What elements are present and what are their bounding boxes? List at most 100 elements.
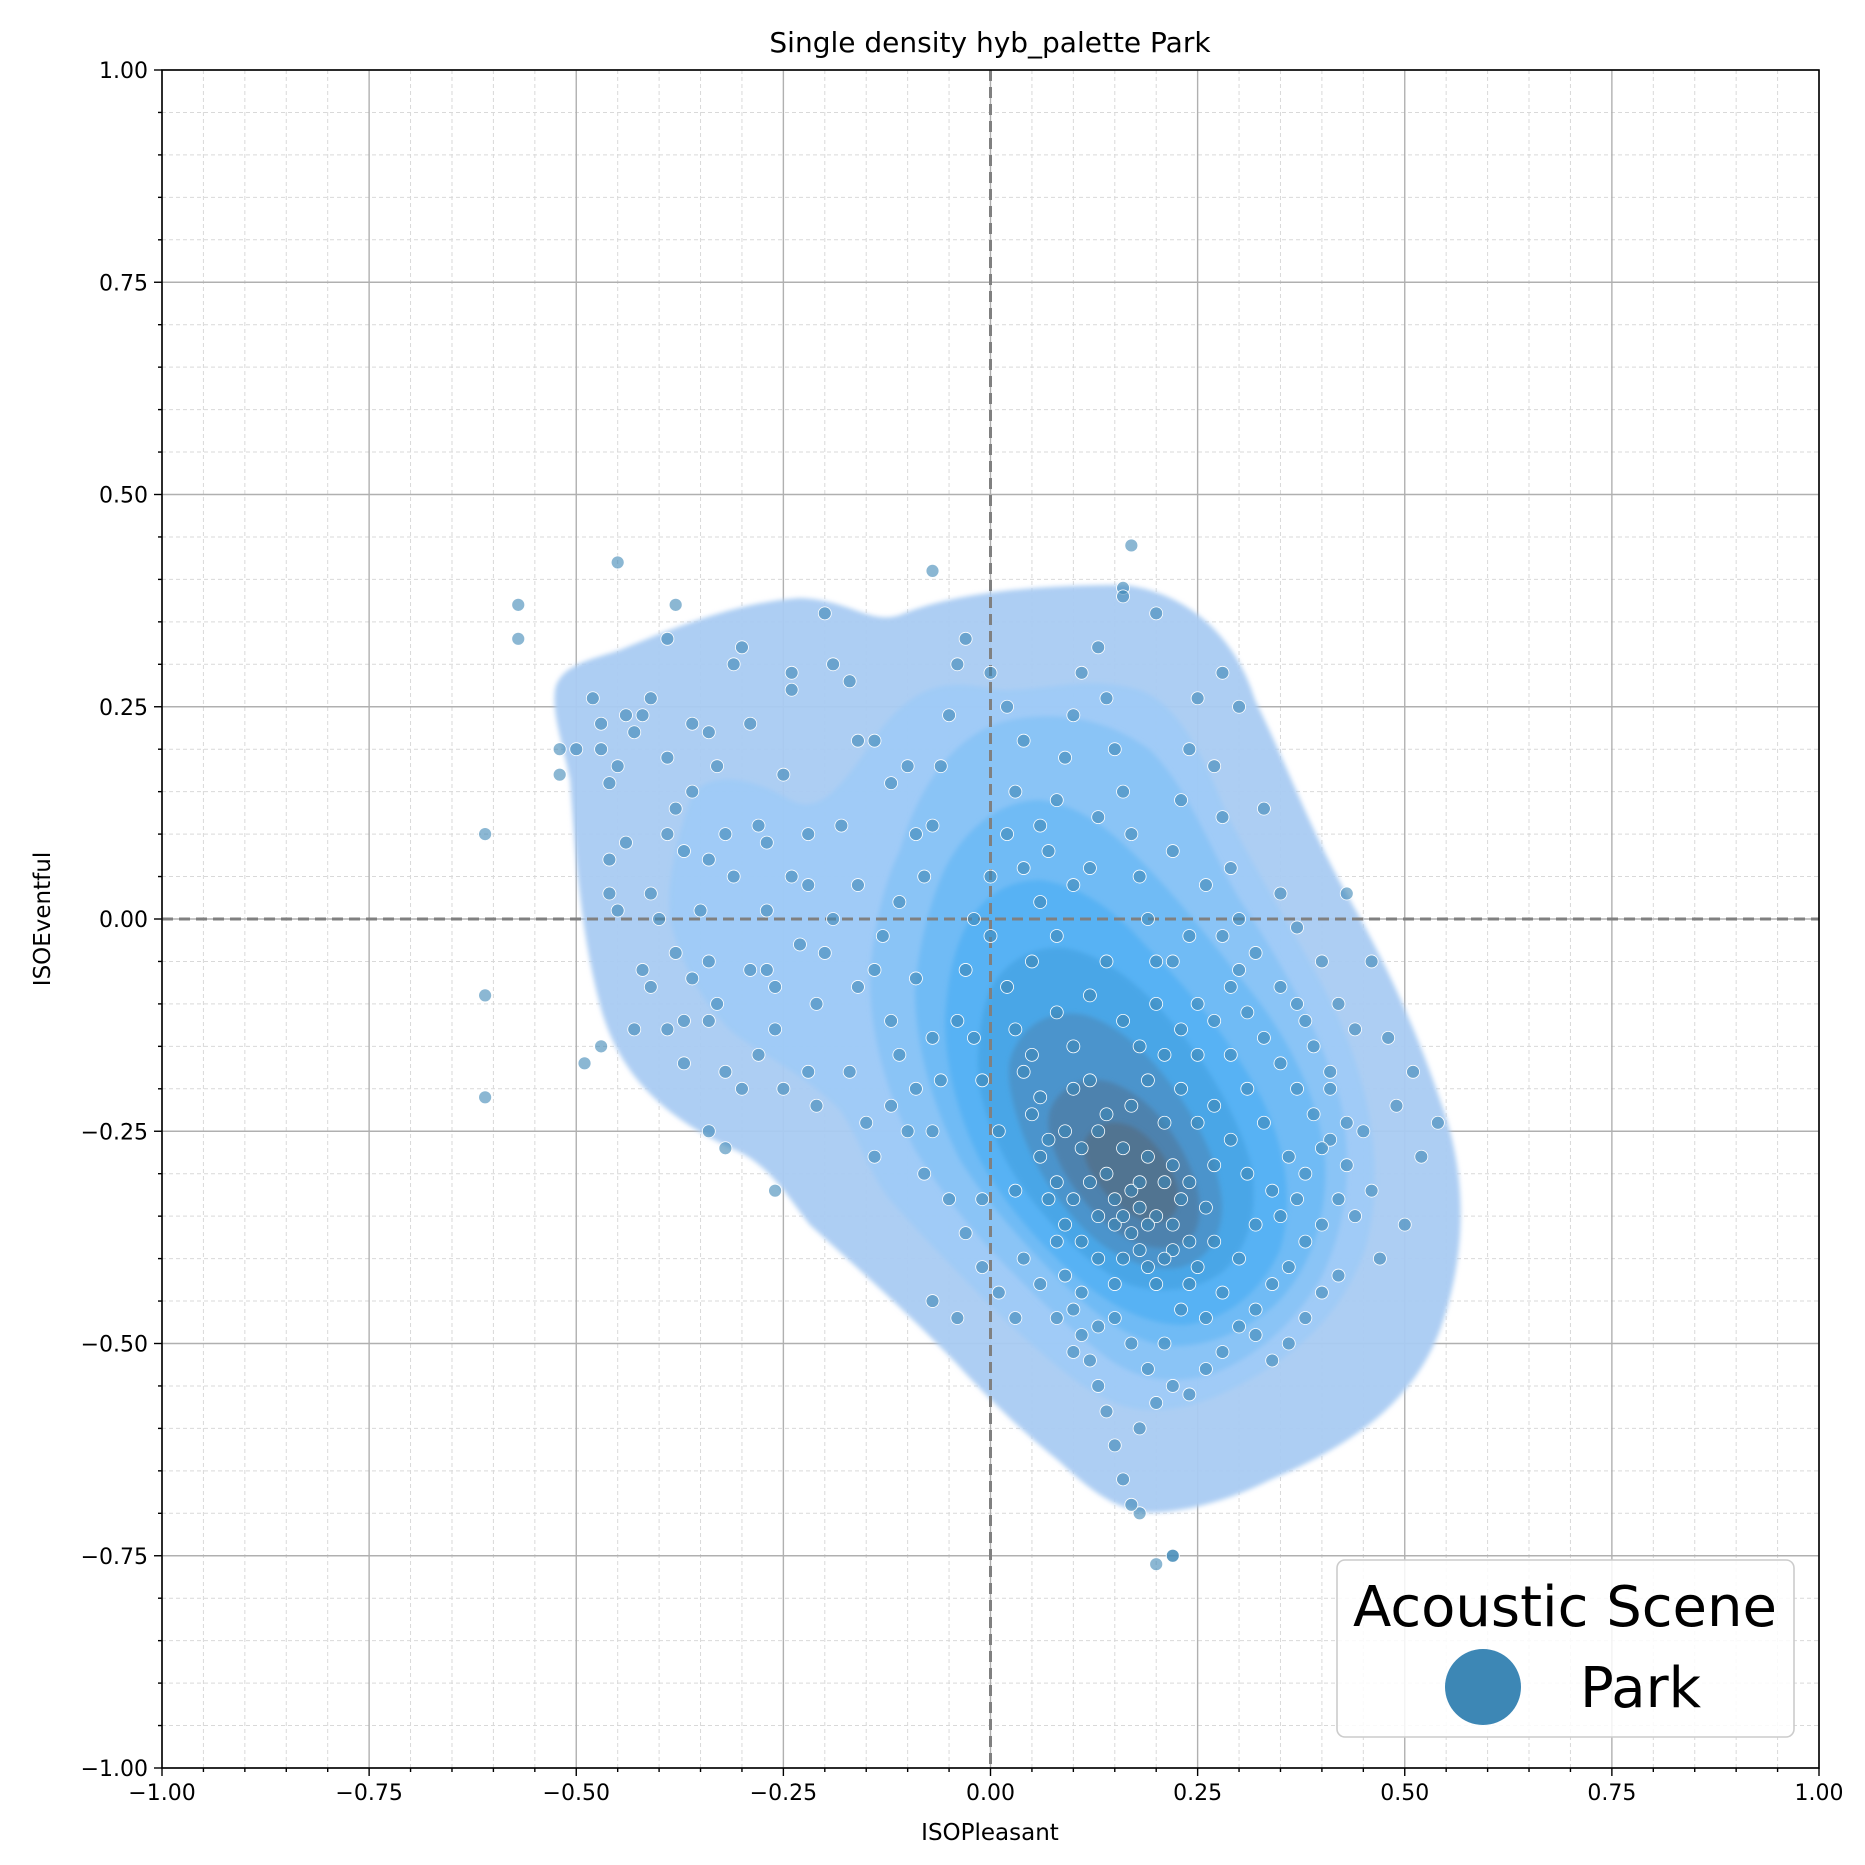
scatter-point bbox=[759, 903, 774, 918]
scatter-point bbox=[1215, 810, 1230, 825]
scatter-point bbox=[925, 1294, 940, 1308]
scatter-point bbox=[1414, 1149, 1429, 1164]
scatter-point bbox=[958, 1226, 973, 1241]
scatter-point bbox=[975, 1192, 990, 1207]
scatter-point bbox=[1132, 1421, 1147, 1436]
scatter-point bbox=[1091, 1124, 1106, 1139]
scatter-point bbox=[1190, 691, 1205, 706]
scatter-point bbox=[1016, 733, 1031, 748]
scatter-point bbox=[1091, 1379, 1106, 1393]
scatter-point bbox=[478, 827, 493, 841]
scatter-point bbox=[743, 963, 758, 977]
scatter-point bbox=[718, 1064, 733, 1079]
scatter-point bbox=[834, 818, 849, 833]
x-tick-label: −0.25 bbox=[750, 1781, 817, 1806]
scatter-point bbox=[1074, 1141, 1089, 1156]
scatter-point bbox=[1348, 1022, 1362, 1037]
scatter-point bbox=[643, 886, 658, 901]
scatter-point bbox=[925, 818, 940, 833]
scatter-point bbox=[784, 682, 799, 697]
scatter-point bbox=[991, 1285, 1006, 1300]
legend-title: Acoustic Scene bbox=[1353, 1575, 1777, 1640]
scatter-point bbox=[842, 674, 857, 689]
scatter-point bbox=[1248, 1217, 1263, 1232]
scatter-point bbox=[1232, 963, 1246, 977]
scatter-point bbox=[1141, 912, 1155, 926]
scatter-point bbox=[1174, 793, 1188, 808]
y-axis-title: ISOEventful bbox=[30, 852, 56, 986]
scatter-point bbox=[1008, 1022, 1023, 1037]
scatter-point bbox=[933, 759, 948, 774]
scatter-point bbox=[942, 1192, 956, 1207]
scatter-point bbox=[668, 801, 683, 816]
scatter-point bbox=[1124, 1098, 1139, 1113]
scatter-point bbox=[1406, 1064, 1420, 1079]
scatter-point bbox=[1141, 1073, 1155, 1088]
scatter-point bbox=[1107, 1277, 1122, 1291]
scatter-point bbox=[1223, 861, 1238, 875]
scatter-point bbox=[809, 1098, 824, 1113]
scatter-point bbox=[1000, 699, 1014, 714]
axis-ticks: −1.00 −0.75 −0.50 −0.25 0.00 0.25 0.50 0.75 1.00… bbox=[81, 59, 1844, 1806]
scatter-point bbox=[851, 980, 865, 994]
scatter-point bbox=[1174, 1081, 1188, 1096]
scatter-point bbox=[1083, 1175, 1097, 1190]
scatter-point bbox=[851, 733, 865, 748]
scatter-point bbox=[1049, 1175, 1064, 1190]
scatter-point bbox=[1008, 1183, 1023, 1198]
scatter-point bbox=[1033, 818, 1048, 833]
scatter-point bbox=[1215, 1285, 1230, 1300]
scatter-point bbox=[892, 1047, 907, 1062]
scatter-point bbox=[1157, 1336, 1172, 1351]
scatter-point bbox=[809, 997, 824, 1011]
scatter-point bbox=[1273, 1056, 1288, 1071]
scatter-point bbox=[1281, 1149, 1296, 1164]
scatter-point bbox=[1323, 1064, 1338, 1079]
scatter-point bbox=[751, 1047, 766, 1062]
scatter-point bbox=[1049, 1234, 1064, 1249]
scatter-point bbox=[925, 1030, 940, 1045]
scatter-point bbox=[1165, 1379, 1180, 1393]
scatter-point bbox=[1116, 1472, 1130, 1487]
scatter-point bbox=[950, 1013, 965, 1028]
scatter-point bbox=[1232, 699, 1246, 714]
scatter-point bbox=[718, 1141, 733, 1156]
scatter-point bbox=[1132, 1039, 1147, 1054]
scatter-point bbox=[875, 929, 890, 943]
scatter-point bbox=[1083, 1353, 1097, 1368]
scatter-point bbox=[768, 980, 782, 994]
scatter-point bbox=[1083, 988, 1097, 1003]
scatter-point bbox=[884, 1098, 898, 1113]
scatter-point bbox=[900, 759, 915, 774]
scatter-point bbox=[1066, 878, 1081, 892]
scatter-point bbox=[1348, 1209, 1362, 1224]
scatter-point bbox=[1257, 1030, 1271, 1045]
scatter-point bbox=[1074, 1285, 1089, 1300]
scatter-point bbox=[478, 988, 493, 1003]
scatter-point bbox=[900, 1124, 915, 1139]
x-tick-label: 0.75 bbox=[1587, 1781, 1636, 1806]
scatter-point bbox=[1157, 1047, 1172, 1062]
scatter-point bbox=[577, 1056, 592, 1071]
scatter-point bbox=[851, 878, 865, 892]
scatter-point bbox=[585, 691, 600, 706]
scatter-point bbox=[1215, 665, 1230, 680]
scatter-point bbox=[1149, 1209, 1164, 1224]
scatter-point bbox=[1124, 1336, 1139, 1351]
scatter-point bbox=[768, 1022, 782, 1037]
scatter-point bbox=[826, 657, 840, 672]
scatter-point bbox=[1124, 538, 1139, 553]
scatter-point bbox=[967, 912, 981, 926]
y-tick-label: 1.00 bbox=[99, 59, 148, 84]
scatter-point bbox=[801, 1064, 816, 1079]
scatter-point bbox=[768, 1183, 782, 1198]
scatter-point bbox=[685, 971, 700, 986]
x-tick-label: 0.00 bbox=[966, 1781, 1015, 1806]
scatter-point bbox=[677, 844, 691, 858]
scatter-point bbox=[1066, 1081, 1081, 1096]
scatter-point bbox=[917, 1166, 932, 1181]
scatter-point bbox=[1000, 827, 1014, 841]
scatter-point bbox=[660, 631, 675, 646]
scatter-point bbox=[1323, 1132, 1338, 1147]
